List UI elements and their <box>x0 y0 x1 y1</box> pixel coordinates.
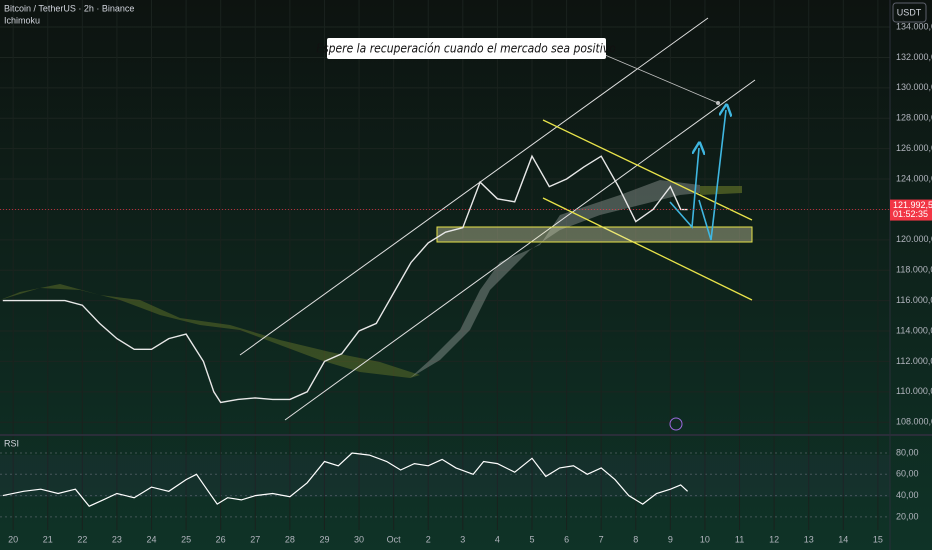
x-tick-label: Oct <box>387 534 402 544</box>
y-tick-label: 80,00 <box>896 447 919 457</box>
note-text: Espere la recuperación cuando el mercado… <box>316 42 616 56</box>
x-tick-label: 25 <box>181 534 191 544</box>
x-tick-label: 30 <box>354 534 364 544</box>
x-tick-label: 28 <box>285 534 295 544</box>
x-tick-label: 12 <box>769 534 779 544</box>
projection-arrow <box>669 148 699 229</box>
wedge-lower <box>542 197 753 301</box>
x-tick-label: 8 <box>633 534 638 544</box>
y-tick-label: 40,00 <box>896 490 919 500</box>
event-icon[interactable] <box>669 417 683 431</box>
x-tick-label: 5 <box>529 534 534 544</box>
y-tick-label: 134.000,00 <box>896 21 932 31</box>
x-tick-label: 4 <box>495 534 500 544</box>
x-tick-label: 15 <box>873 534 883 544</box>
x-tick-label: 24 <box>146 534 156 544</box>
y-tick-label: 118.000,00 <box>896 265 932 275</box>
y-tick-label: 128.000,00 <box>896 113 932 123</box>
channel-lower <box>284 79 756 421</box>
rsi-line <box>2 452 689 507</box>
channel-upper <box>239 17 709 356</box>
countdown: 01:52:35 <box>893 209 928 219</box>
y-tick-label: 120.000,00 <box>896 234 932 244</box>
x-tick-label: 3 <box>460 534 465 544</box>
support-zone <box>436 226 753 243</box>
y-tick-label: 116.000,00 <box>896 295 932 305</box>
x-tick-label: 7 <box>599 534 604 544</box>
x-tick-label: 23 <box>112 534 122 544</box>
y-tick-label: 132.000,00 <box>896 52 932 62</box>
note-dot <box>716 101 720 105</box>
currency-button[interactable] <box>892 2 927 23</box>
rsi-title: RSI <box>4 438 19 448</box>
x-tick-label: 9 <box>668 534 673 544</box>
x-tick-label: 26 <box>216 534 226 544</box>
plot <box>0 154 890 507</box>
x-tick-label: 20 <box>8 534 18 544</box>
projection-arrow <box>698 110 726 241</box>
x-tick-label: 6 <box>564 534 569 544</box>
note-box <box>327 38 606 59</box>
rsi-band <box>0 455 890 497</box>
y-tick-label: 108.000,00 <box>896 417 932 427</box>
y-tick-label: 110.000,00 <box>896 386 932 396</box>
x-tick-label: 22 <box>77 534 87 544</box>
cloud-bear <box>410 180 700 378</box>
indicator-name: Ichimoku <box>4 15 40 25</box>
y-tick-label: 130.000,00 <box>896 82 932 92</box>
currency-label[interactable]: USDT <box>897 7 922 17</box>
x-tick-label: 21 <box>43 534 53 544</box>
cloud-future <box>700 186 742 195</box>
x-tick-label: 11 <box>735 534 744 544</box>
last-price-box <box>890 199 932 221</box>
note-pointer <box>604 54 719 104</box>
x-tick-label: 29 <box>319 534 329 544</box>
grid <box>0 0 890 530</box>
y-tick-label: 124.000,00 <box>896 173 932 183</box>
x-tick-label: 14 <box>838 534 848 544</box>
y-tick-label: 20,00 <box>896 511 919 521</box>
x-tick-label: 2 <box>426 534 431 544</box>
cloud-bull <box>0 284 420 378</box>
price-line <box>2 154 688 404</box>
y-tick-label: 112.000,00 <box>896 356 932 366</box>
last-price-label: 121.992,54 <box>893 200 932 210</box>
y-tick-label: 60,00 <box>896 469 919 479</box>
x-tick-label: 13 <box>804 534 814 544</box>
x-tick-label: 27 <box>250 534 260 544</box>
symbol-title: Bitcoin / TetherUS · 2h · Binance <box>4 3 134 13</box>
wedge-upper <box>542 119 753 221</box>
x-tick-label: 10 <box>700 534 710 544</box>
y-tick-label: 114.000,00 <box>896 325 932 335</box>
y-tick-label: 126.000,00 <box>896 143 932 153</box>
